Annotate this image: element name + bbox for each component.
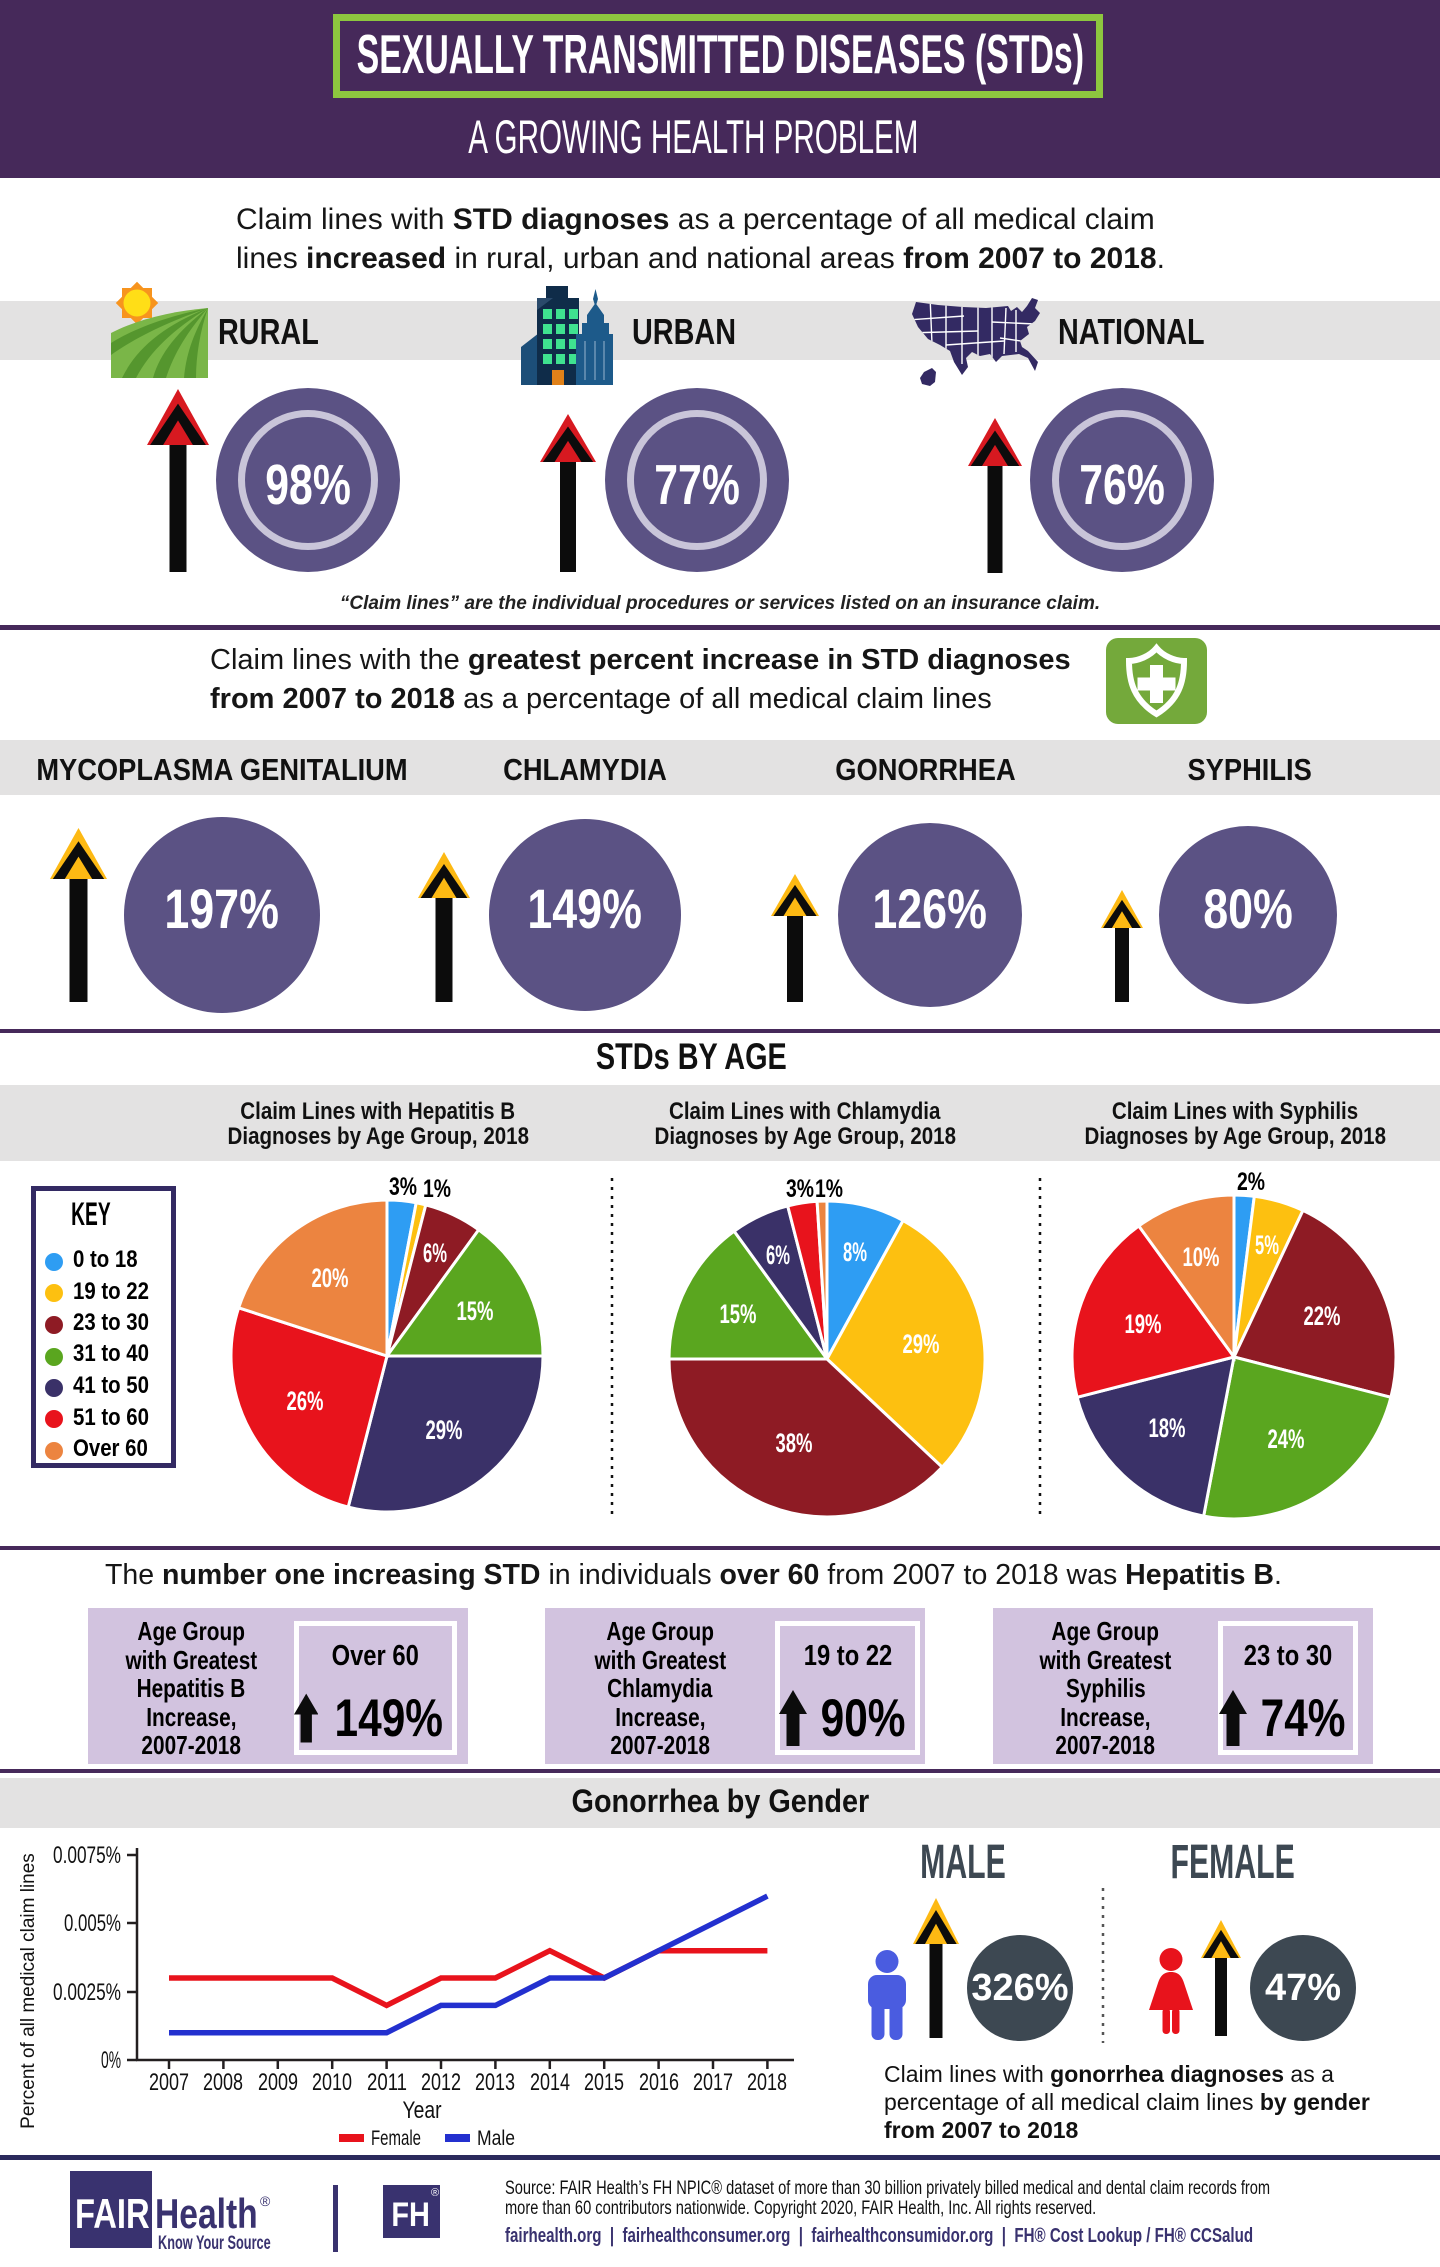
svg-text:2007: 2007 bbox=[149, 2069, 189, 2096]
svg-text:6%: 6% bbox=[423, 1238, 447, 1268]
svg-text:38%: 38% bbox=[776, 1428, 813, 1458]
svg-text:15%: 15% bbox=[457, 1296, 494, 1326]
svg-text:5%: 5% bbox=[1255, 1230, 1279, 1260]
svg-text:24%: 24% bbox=[1268, 1424, 1305, 1454]
svg-text:3%: 3% bbox=[389, 1173, 417, 1201]
svg-text:0%: 0% bbox=[101, 2047, 121, 2074]
svg-text:2018: 2018 bbox=[747, 2069, 787, 2096]
svg-text:2%: 2% bbox=[1237, 1170, 1265, 1196]
svg-text:2017: 2017 bbox=[693, 2069, 733, 2096]
svg-text:19%: 19% bbox=[1125, 1309, 1162, 1339]
svg-text:0.0025%: 0.0025% bbox=[53, 1979, 121, 2006]
svg-text:0.005%: 0.005% bbox=[64, 1910, 121, 1937]
svg-text:2012: 2012 bbox=[421, 2069, 461, 2096]
svg-text:2016: 2016 bbox=[639, 2069, 679, 2096]
svg-text:0.0075%: 0.0075% bbox=[53, 1842, 121, 1869]
svg-text:2009: 2009 bbox=[258, 2069, 298, 2096]
svg-text:Percent of all medical claim l: Percent of all medical claim lines bbox=[18, 1853, 39, 2129]
svg-text:8%: 8% bbox=[843, 1237, 867, 1267]
svg-text:20%: 20% bbox=[312, 1263, 349, 1293]
svg-text:2011: 2011 bbox=[367, 2069, 407, 2096]
svg-text:29%: 29% bbox=[903, 1329, 940, 1359]
svg-text:10%: 10% bbox=[1183, 1242, 1220, 1272]
svg-text:Female: Female bbox=[371, 2127, 421, 2150]
svg-text:22%: 22% bbox=[1304, 1301, 1341, 1331]
svg-text:2010: 2010 bbox=[312, 2069, 352, 2096]
svg-text:15%: 15% bbox=[720, 1299, 757, 1329]
svg-text:18%: 18% bbox=[1149, 1413, 1186, 1443]
svg-text:Male: Male bbox=[477, 2127, 515, 2150]
svg-text:29%: 29% bbox=[426, 1415, 463, 1445]
svg-text:2008: 2008 bbox=[203, 2069, 243, 2096]
svg-text:Year: Year bbox=[403, 2097, 442, 2124]
svg-text:2014: 2014 bbox=[530, 2069, 570, 2096]
svg-text:2015: 2015 bbox=[584, 2069, 624, 2096]
svg-text:1%: 1% bbox=[423, 1175, 451, 1203]
svg-text:3%: 3% bbox=[786, 1175, 814, 1203]
svg-text:1%: 1% bbox=[815, 1175, 843, 1203]
svg-text:26%: 26% bbox=[287, 1386, 324, 1416]
svg-text:6%: 6% bbox=[766, 1240, 790, 1270]
svg-text:2013: 2013 bbox=[475, 2069, 515, 2096]
